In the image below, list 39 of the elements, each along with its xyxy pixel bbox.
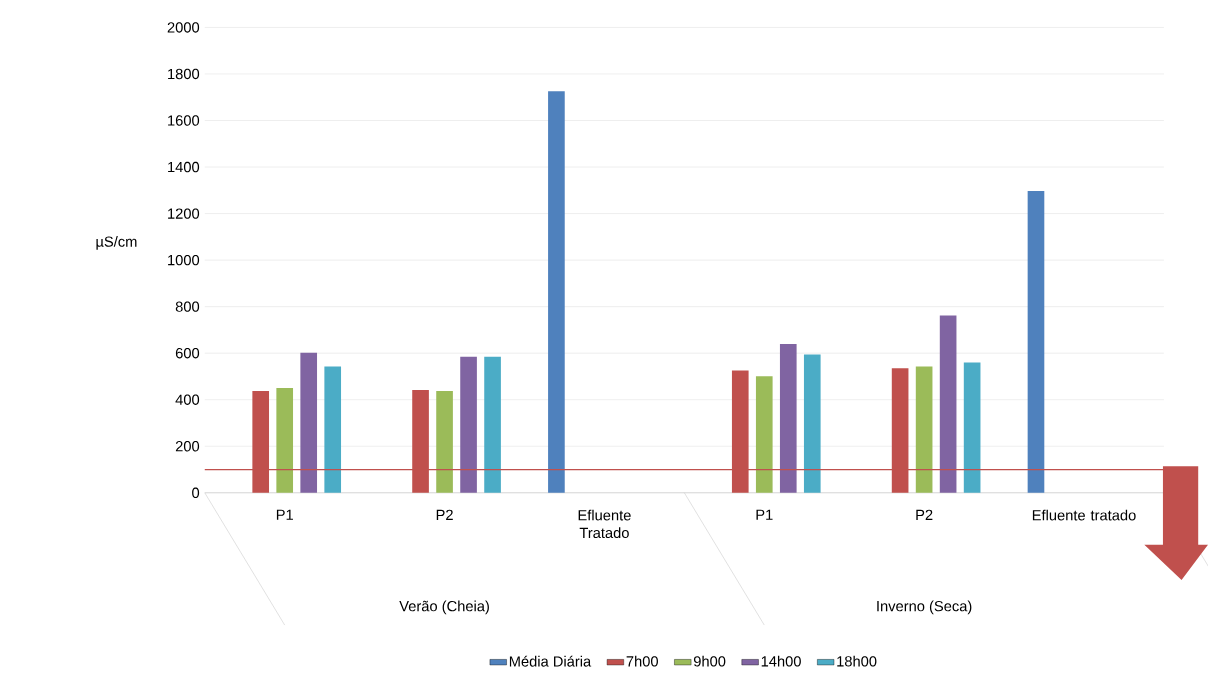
x-tick-label: P1 [756, 509, 773, 520]
legend-label: Média Diária [509, 655, 592, 667]
bar [484, 356, 501, 493]
bar [324, 366, 342, 493]
legend-label: 9h00 [693, 655, 726, 667]
bar [300, 352, 318, 493]
bar [963, 362, 981, 493]
y-tick-label: 0 [192, 487, 200, 498]
text: Inverno (Seca) [877, 600, 972, 615]
y-tick-label: 1000 [168, 254, 200, 266]
y-tick-label: 600 [175, 347, 200, 359]
bar [548, 91, 565, 493]
x-tick-label: Efluente tratado [1032, 509, 1136, 521]
y-tick-label: 1400 [168, 161, 200, 173]
legend-label: 7h00 [626, 655, 658, 667]
x-tick-label: P2 [436, 509, 453, 520]
bar [276, 388, 294, 493]
legend-label: 14h00 [761, 655, 801, 667]
y-axis-title: µS/cm [96, 236, 137, 250]
y-tick-label: 200 [175, 441, 200, 452]
y-tick-label: 1200 [168, 208, 200, 219]
x-tick-label: P2 [916, 509, 933, 520]
y-tick-label: 1600 [168, 115, 200, 126]
text: Verão (Cheia) [399, 600, 489, 615]
y-tick-label: 800 [175, 301, 200, 312]
bar [915, 366, 933, 493]
bar [436, 390, 453, 493]
legend-label: 18h00 [837, 655, 877, 667]
y-tick-label: 1800 [168, 68, 200, 80]
bar [460, 356, 477, 493]
y-tick-label: 400 [175, 394, 200, 405]
y-tick-label: 2000 [167, 22, 200, 33]
bar [755, 376, 773, 493]
bar [939, 315, 957, 493]
x-tick-label: Efluente Tratado [578, 509, 631, 539]
bar [803, 354, 821, 493]
bar [779, 343, 797, 493]
x-tick-label: P1 [276, 509, 293, 520]
bar [1027, 190, 1045, 493]
